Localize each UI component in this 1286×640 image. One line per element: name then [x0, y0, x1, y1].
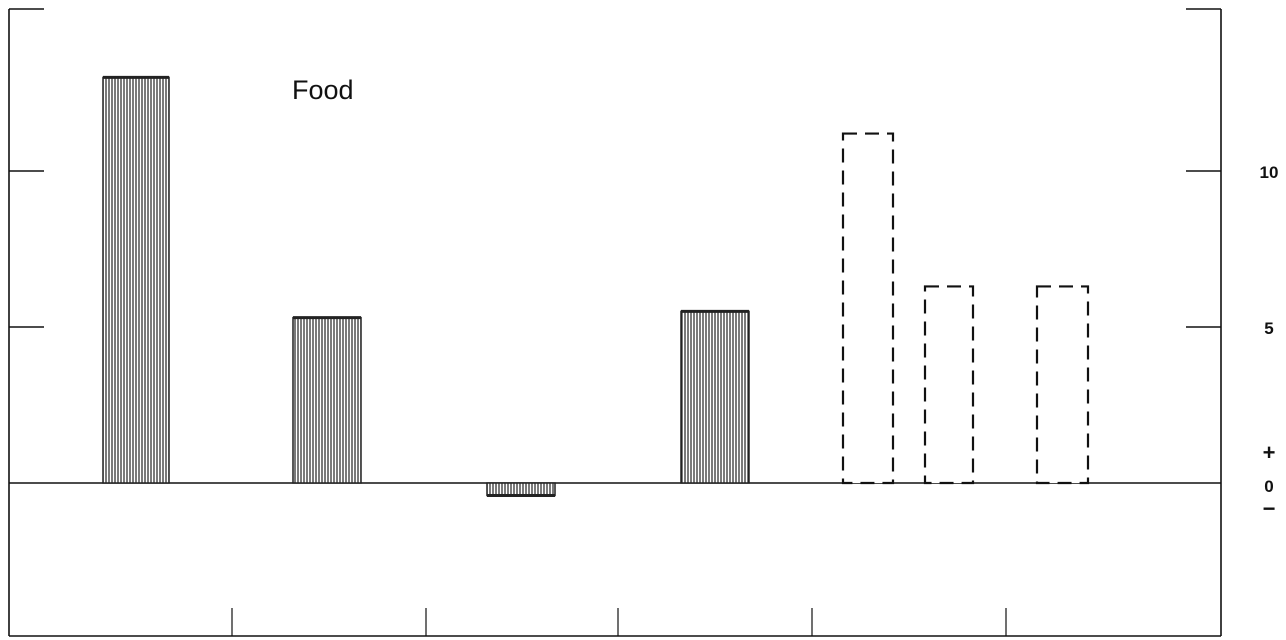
- y-tick-label: 5: [1264, 319, 1273, 338]
- hatched-bar: [102, 76, 170, 484]
- labels: Food + 0 −: [292, 75, 1275, 521]
- bars: [102, 75, 1090, 497]
- y-axis-ticks: 10 5: [9, 163, 1278, 338]
- dashed-outline-bar: [923, 285, 975, 485]
- negative-sign-label: −: [1263, 496, 1276, 521]
- y-tick-label: 10: [1260, 163, 1279, 182]
- positive-sign-label: +: [1263, 440, 1276, 465]
- hatched-bar: [486, 482, 556, 497]
- dashed-outline-bar: [1035, 285, 1090, 485]
- panel-label: Food: [292, 75, 354, 105]
- hatched-bar: [680, 310, 750, 484]
- zero-tick-label: 0: [1264, 477, 1273, 496]
- dashed-outline-bar: [841, 132, 895, 485]
- plot-frame: [8, 8, 1222, 637]
- hatched-bar: [292, 316, 362, 484]
